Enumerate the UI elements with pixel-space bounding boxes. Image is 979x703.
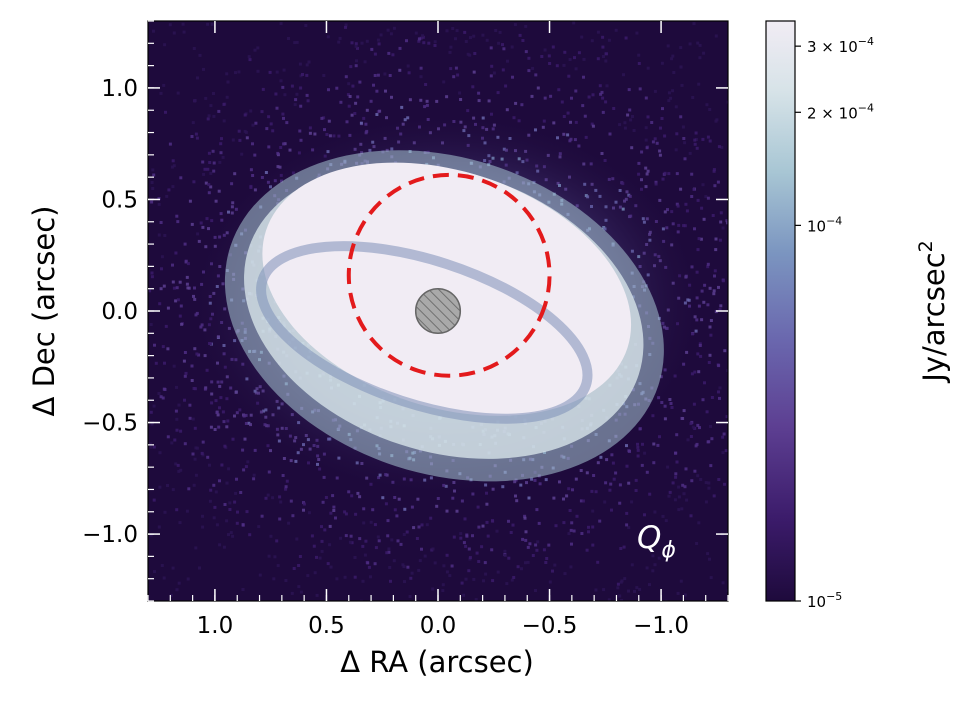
colorbar-tick-label: 2 × 10−4 xyxy=(807,101,874,122)
y-tick-label: 0.0 xyxy=(101,299,138,325)
y-tick-label: −0.5 xyxy=(82,411,138,437)
x-tick-label: −1.0 xyxy=(633,613,689,639)
colorbar-ticks: 10−5 10−4 2 × 10−4 3 × 10−4 xyxy=(795,35,874,611)
colorbar-label-text: Jy/arcsec xyxy=(917,252,951,383)
x-axis-label: Δ RA (arcsec) xyxy=(340,645,534,679)
colorbar-tick-label: 3 × 10−4 xyxy=(807,35,874,56)
x-tick-label: −0.5 xyxy=(522,613,578,639)
image-panel xyxy=(148,21,728,601)
y-axis-label: Δ Dec (arcsec) xyxy=(27,206,61,417)
panel-label-main: Q xyxy=(637,520,661,556)
x-tick-label: 1.0 xyxy=(197,613,234,639)
colorbar-tick-label: 10−5 xyxy=(807,590,842,611)
fitted-ellipse xyxy=(346,172,552,378)
colorbar-label-sup: 2 xyxy=(915,240,937,252)
y-tick-label: 1.0 xyxy=(101,76,138,102)
coronagraph-mask xyxy=(414,287,462,335)
panel-label: Qϕ xyxy=(637,520,676,563)
x-axis-ticks: 1.0 0.5 0.0 −0.5 −1.0 xyxy=(147,21,729,639)
x-tick-label: 0.0 xyxy=(420,613,457,639)
colorbar xyxy=(765,20,796,602)
disk-dark-lane xyxy=(256,241,593,424)
colorbar-tick-label: 10−4 xyxy=(807,214,842,235)
colorbar-label: Jy/arcsec2 xyxy=(915,240,951,383)
disk-core xyxy=(262,162,632,416)
y-tick-label: −1.0 xyxy=(82,522,138,548)
panel-label-sub: ϕ xyxy=(661,538,676,563)
y-tick-label: 0.5 xyxy=(101,187,138,213)
y-axis-ticks: 1.0 0.5 0.0 −0.5 −1.0 xyxy=(82,20,728,602)
x-tick-label: 0.5 xyxy=(308,613,345,639)
